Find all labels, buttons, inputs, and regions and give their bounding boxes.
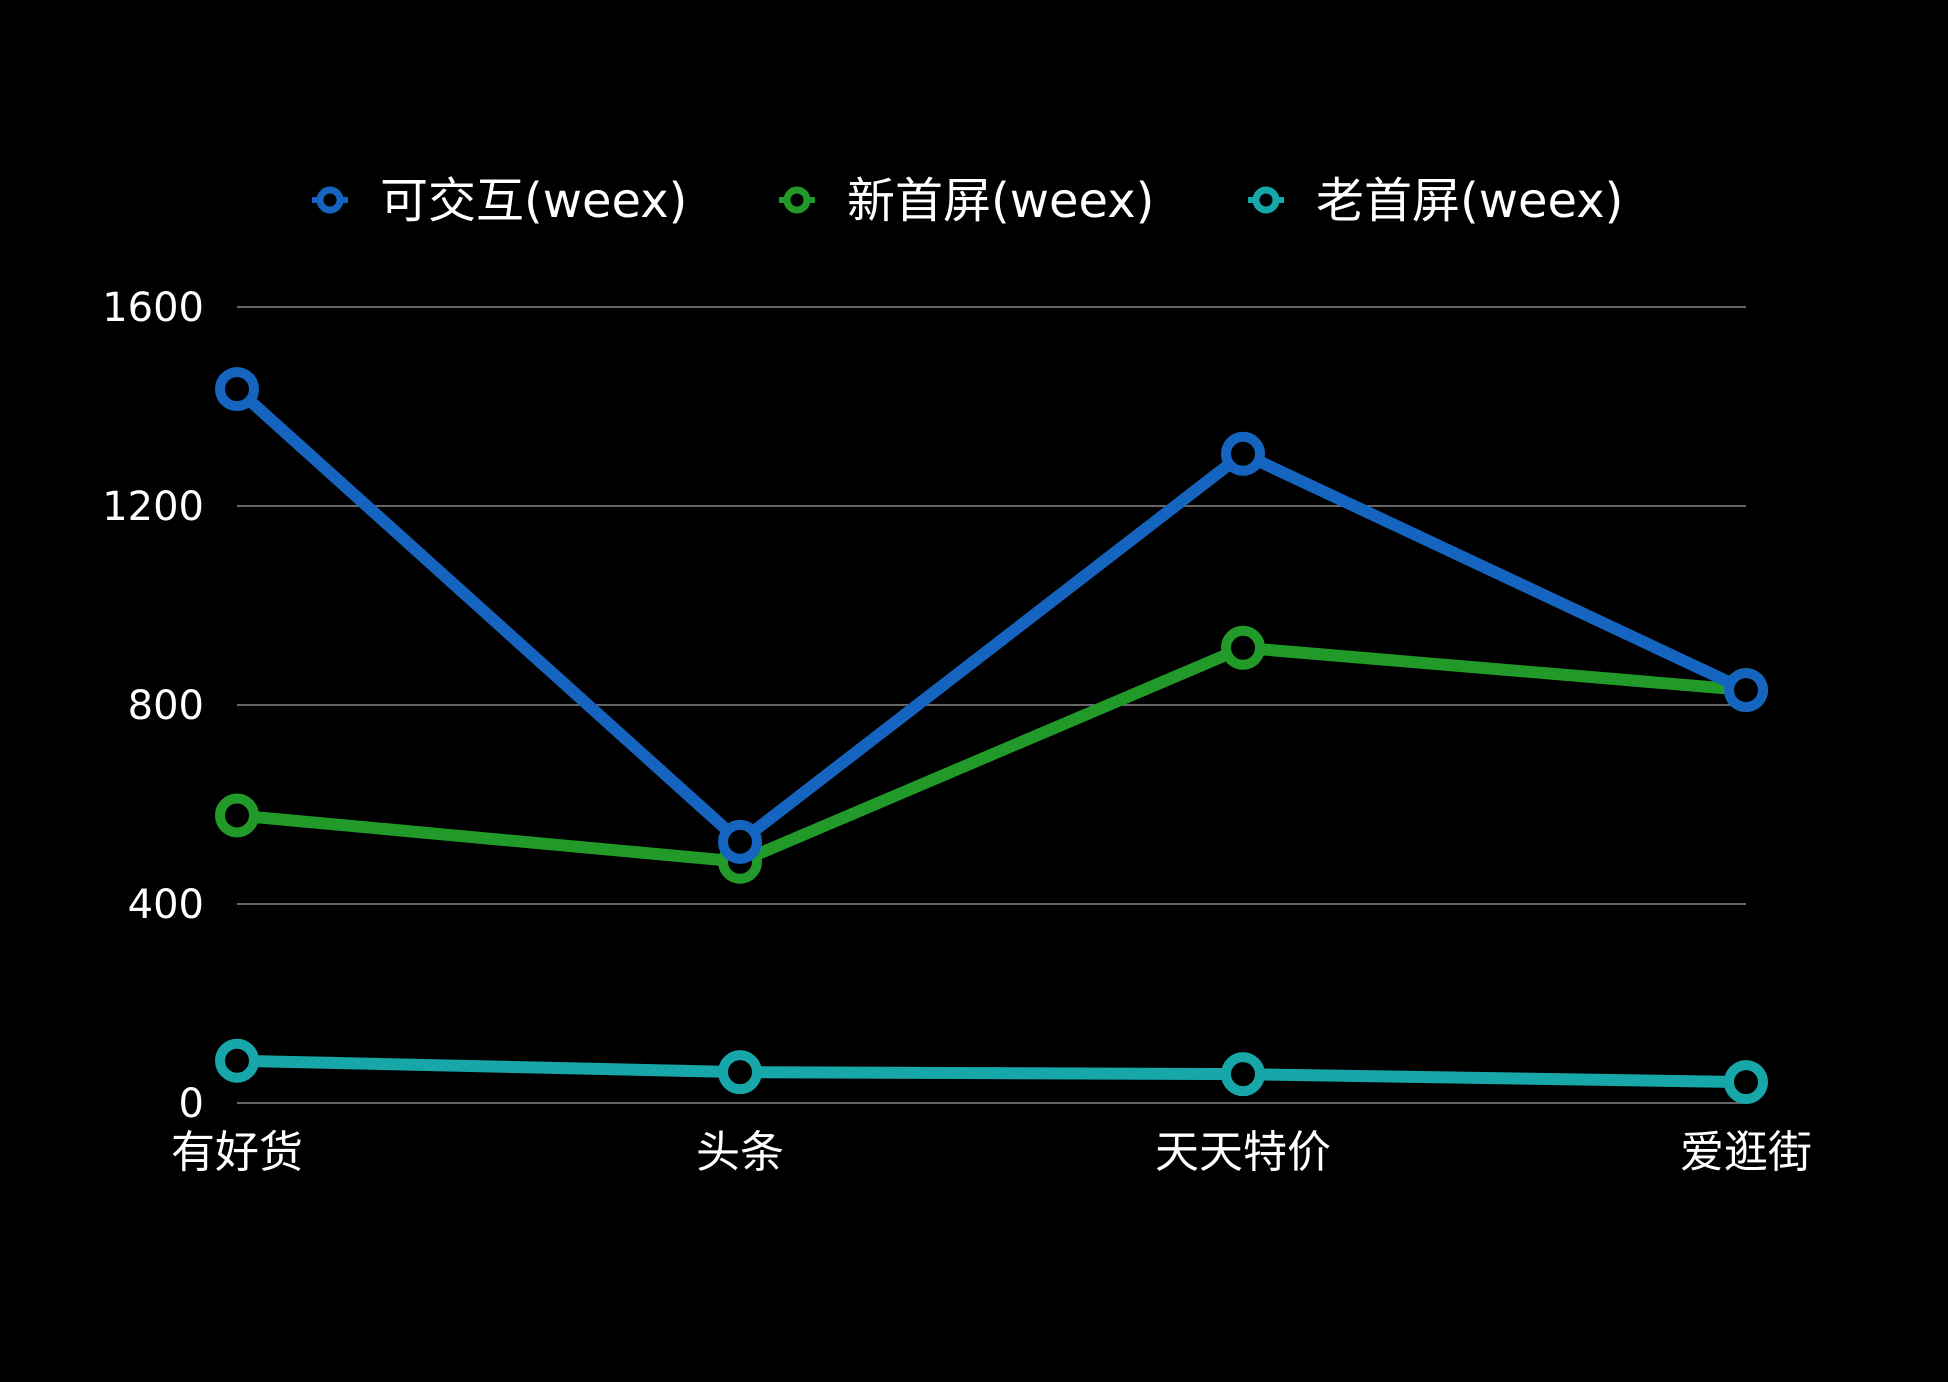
x-tick-label: 有好货 — [171, 1127, 303, 1178]
legend-label: 老首屏(weex) — [1316, 173, 1623, 229]
x-tick-label: 头条 — [696, 1127, 784, 1178]
grid-layer — [237, 306, 1746, 1104]
data-point — [1724, 668, 1768, 713]
legend-marker — [316, 186, 344, 214]
y-tick-label: 1600 — [102, 285, 204, 331]
series-layer — [215, 367, 1768, 1105]
series-line — [231, 641, 1752, 868]
y-tick-label: 800 — [128, 683, 204, 729]
data-point — [718, 819, 762, 864]
data-point — [215, 367, 259, 412]
y-tick-label: 1200 — [102, 484, 204, 530]
series-2 — [215, 625, 1768, 884]
x-tick-label: 爱逛街 — [1680, 1127, 1812, 1178]
series-line — [231, 383, 1752, 848]
legend-label: 新首屏(weex) — [847, 173, 1154, 229]
series-1 — [215, 367, 1768, 864]
y-tick-label: 0 — [179, 1081, 204, 1127]
legend-item: 新首屏(weex) — [779, 173, 1154, 229]
data-point — [215, 1038, 259, 1083]
y-axis-ticks: 0 400 800 1200 1600 — [102, 285, 204, 1127]
data-point — [1724, 1060, 1768, 1105]
legend-marker — [1252, 186, 1280, 214]
x-axis-ticks: 有好货 头条 天天特价 爱逛街 — [171, 1127, 1812, 1178]
y-tick-label: 400 — [128, 882, 204, 928]
series-line — [231, 1054, 1752, 1089]
legend-label: 可交互(weex) — [380, 173, 687, 229]
legend-marker — [783, 186, 811, 214]
x-tick-label: 天天特价 — [1155, 1127, 1331, 1178]
data-point — [1221, 1052, 1265, 1097]
data-point — [1221, 625, 1265, 670]
data-point — [718, 1050, 762, 1095]
legend-item: 可交互(weex) — [312, 173, 687, 229]
legend: 可交互(weex) 新首屏(weex) 老首屏(weex) — [312, 173, 1623, 229]
data-point — [215, 793, 259, 838]
data-point — [1221, 431, 1265, 476]
series-3 — [215, 1038, 1768, 1105]
legend-item: 老首屏(weex) — [1248, 173, 1623, 229]
